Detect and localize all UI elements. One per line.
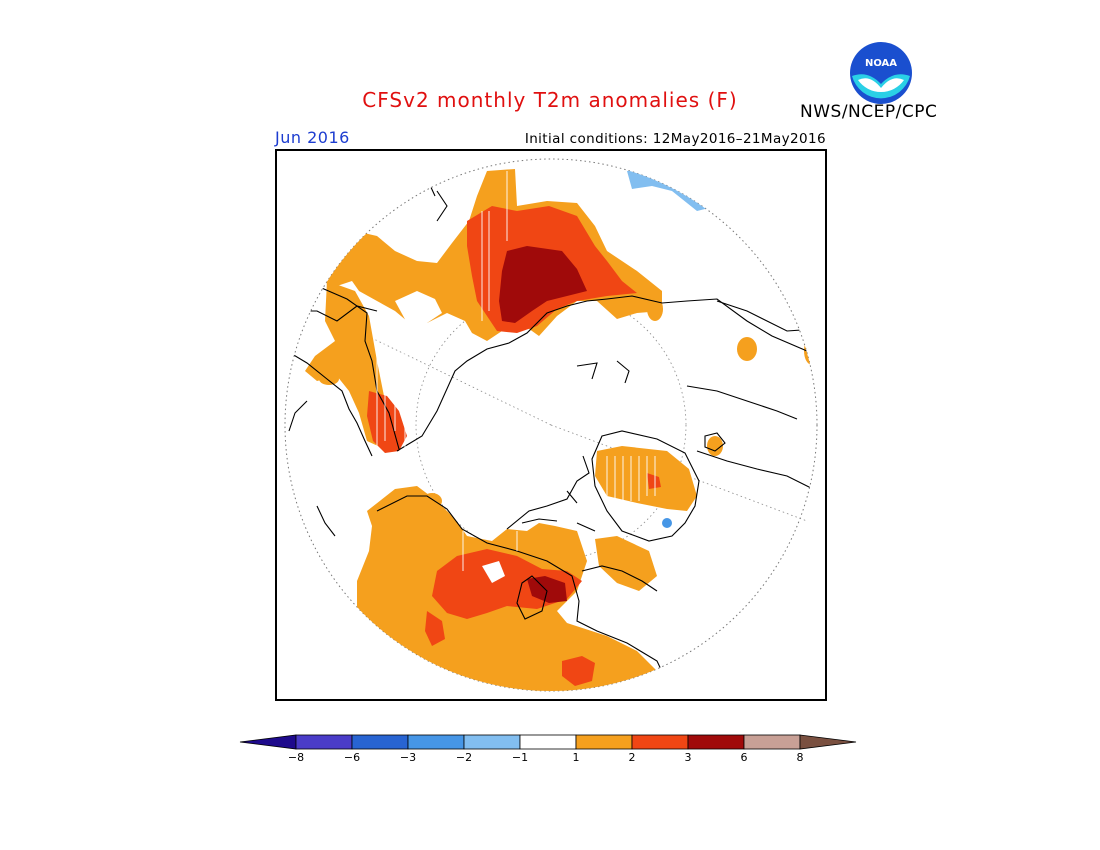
anomaly-patch — [647, 297, 663, 321]
colorbar-tick-label: 3 — [685, 751, 692, 764]
initial-conditions-label: Initial conditions: 12May2016–21May2016 — [524, 131, 826, 147]
colorbar-tick-label: −1 — [512, 751, 528, 764]
colorbar-tick-label: −6 — [344, 751, 360, 764]
anomaly-region-westcoast-red — [425, 611, 445, 646]
coastline-svalbard — [576, 360, 630, 384]
coastline-mediterranean — [716, 300, 817, 332]
coastlines — [286, 182, 817, 691]
coastline-hudson — [516, 575, 548, 620]
colorbar-arrow-min — [239, 734, 297, 750]
colorbar-bin — [463, 734, 521, 750]
polar-map — [275, 149, 827, 701]
colorbar-tick-label: 2 — [629, 751, 636, 764]
colorbar-bin — [407, 734, 465, 750]
colorbar-arrow-max — [799, 734, 857, 750]
coastline-eurasia — [316, 285, 808, 452]
colorbar-tick-label: 6 — [741, 751, 748, 764]
colorbar-bin — [575, 734, 633, 750]
coastline-greenland — [591, 430, 700, 542]
coastline-iceland — [704, 432, 726, 452]
colorbar-bin — [631, 734, 689, 750]
anomaly-region-eurasia-darkred — [499, 246, 587, 323]
significance-stippling — [376, 171, 656, 571]
anomaly-region-cold-lightblue — [627, 169, 717, 211]
coastline-canada-arctic — [506, 455, 596, 532]
anomaly-region-canada-neutral — [482, 561, 505, 583]
colorbar-tick-label: 1 — [573, 751, 580, 764]
coastline-north-america — [376, 495, 676, 691]
noaa-logo: NOAA — [848, 40, 914, 106]
anomaly-region-namerica-darkred — [527, 576, 567, 603]
coastline-scandinavia — [286, 350, 373, 457]
anomaly-region-south-red — [562, 656, 595, 686]
anomaly-region-hudson-orange — [595, 536, 657, 591]
colorbar: −8 −6 −3 −2 −1 1 2 3 6 8 — [238, 732, 864, 772]
anomaly-patch-cold — [662, 518, 672, 528]
anomaly-patch — [422, 493, 442, 509]
colorbar-bin — [687, 734, 745, 750]
anomaly-region-greenland-red — [647, 473, 661, 489]
map-title: CFSv2 monthly T2m anomalies (F) — [362, 88, 738, 112]
anomaly-region-greenland-orange — [595, 446, 697, 511]
colorbar-bin — [351, 734, 409, 750]
meridian-line — [550, 424, 808, 522]
anomaly-patch — [707, 436, 723, 456]
coastline-labrador — [581, 565, 658, 592]
organization-label: NWS/NCEP/CPC — [800, 102, 938, 122]
colorbar-tick-label: −2 — [456, 751, 472, 764]
colorbar-tick-label: 8 — [797, 751, 804, 764]
colorbar-bin — [743, 734, 801, 750]
map-boundary-circle — [284, 158, 818, 692]
colorbar-tick-label: −8 — [288, 751, 304, 764]
meridian-line — [346, 325, 552, 426]
colorbar-bin — [519, 734, 577, 750]
anomaly-patch — [737, 337, 757, 361]
coastline-japan — [288, 400, 336, 537]
colorbar-tick-label: −3 — [400, 751, 416, 764]
anomaly-region-neutral-gap — [395, 291, 442, 323]
noaa-logo-text: NOAA — [865, 58, 897, 69]
coastline-atlantic-europe — [686, 385, 817, 492]
month-label: Jun 2016 — [275, 128, 350, 147]
colorbar-bin — [295, 734, 353, 750]
coastline-siberia-islands — [428, 182, 448, 222]
